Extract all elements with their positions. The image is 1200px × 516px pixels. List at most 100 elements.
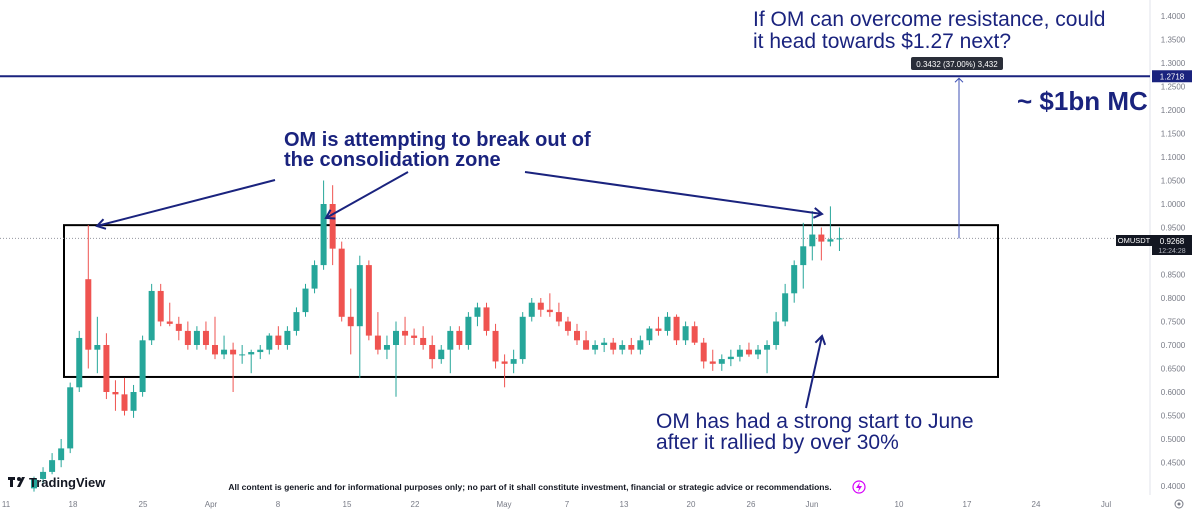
candle-body <box>483 307 490 331</box>
candle-body <box>166 321 173 324</box>
candle-body <box>682 326 689 341</box>
candle-body <box>40 471 47 479</box>
y-tick-label: 1.1500 <box>1161 130 1186 139</box>
x-tick-label: 13 <box>620 500 629 509</box>
candle-body <box>800 246 807 266</box>
candle-body <box>438 349 445 360</box>
y-tick-label: 0.4000 <box>1161 482 1186 491</box>
y-tick-label: 1.0500 <box>1161 177 1186 186</box>
y-tick-label: 1.1000 <box>1161 153 1186 162</box>
breakout-note-line-2: the consolidation zone <box>284 149 501 171</box>
candle-body <box>121 394 128 411</box>
candle-body <box>212 345 218 355</box>
x-tick-label: Apr <box>205 500 218 509</box>
candle-body <box>492 330 499 362</box>
candle-body <box>782 293 789 322</box>
x-tick-label: 26 <box>747 500 756 509</box>
candle-body <box>383 345 390 350</box>
y-tick-label: 0.5500 <box>1161 412 1186 421</box>
candle-body <box>465 316 472 345</box>
y-tick-label: 0.6000 <box>1161 388 1186 397</box>
target-price-label-bg <box>1152 70 1192 83</box>
y-tick-label: 0.8500 <box>1161 271 1186 280</box>
candle-body <box>474 307 481 317</box>
candle-body <box>809 234 816 247</box>
candle-body <box>76 337 83 388</box>
candle-body <box>700 342 707 362</box>
candle-body <box>311 265 318 289</box>
x-tick-label: 20 <box>687 500 696 509</box>
candle-body <box>338 248 345 317</box>
y-tick-label: 1.4000 <box>1161 12 1186 21</box>
candle-body <box>456 330 463 345</box>
june-note-line-2: after it rallied by over 30% <box>656 431 899 454</box>
candle-body <box>139 340 146 392</box>
y-tick-label: 0.7000 <box>1161 341 1186 350</box>
consolidation-zone <box>63 224 999 378</box>
candle-body <box>374 335 381 350</box>
candle-body <box>221 349 228 355</box>
tradingview-brand: TradingView <box>29 475 106 490</box>
candle-body <box>266 335 273 350</box>
target-price-label: 1.2718 <box>1160 72 1185 81</box>
x-tick-label: 22 <box>411 500 420 509</box>
candle-body <box>691 326 698 343</box>
last-price-label-bg <box>1152 235 1192 255</box>
x-tick-label: 25 <box>139 500 148 509</box>
candle-body <box>510 359 517 364</box>
y-tick-label: 0.9500 <box>1161 224 1186 233</box>
candle-body <box>58 448 65 461</box>
y-tick-label: 1.3000 <box>1161 59 1186 68</box>
x-tick-label: Jul <box>1101 500 1111 509</box>
candle-body <box>329 204 336 249</box>
x-tick-label: Jun <box>806 500 819 509</box>
candle-body <box>148 290 155 341</box>
top-question-line-1: If OM can overcome resistance, could <box>753 8 1105 31</box>
symbol-tag: OMUSDT <box>1118 236 1151 245</box>
disclaimer-text: All content is generic and for informati… <box>228 482 831 492</box>
candle-body <box>275 335 282 345</box>
candle-body <box>157 290 164 322</box>
candle-body <box>628 345 635 350</box>
candle-body <box>94 345 101 350</box>
x-tick-label: 17 <box>963 500 972 509</box>
candle-body <box>791 265 798 294</box>
arrow-to-left-high <box>95 179 276 230</box>
candle-body <box>755 349 761 355</box>
y-tick-label: 0.7500 <box>1161 318 1186 327</box>
candle-body <box>103 345 110 392</box>
candle-body <box>130 392 137 411</box>
candle-body <box>239 354 246 356</box>
candle-body <box>555 312 562 322</box>
candle-body <box>727 356 734 360</box>
measure-tooltip-bg <box>911 57 1003 70</box>
candle-body <box>31 478 37 489</box>
candle-body <box>284 330 291 345</box>
candle-body <box>610 342 617 350</box>
candle-body <box>827 239 834 242</box>
lightning-icon <box>852 480 866 494</box>
x-tick-label: 8 <box>276 500 281 509</box>
candle-body <box>365 265 372 336</box>
candle-body <box>257 349 264 353</box>
candle-body <box>230 349 237 355</box>
candle-body <box>112 392 119 395</box>
candle-body <box>67 387 74 449</box>
candles-group <box>31 180 843 492</box>
x-tick-label: May <box>496 500 511 509</box>
candle-body <box>501 361 508 364</box>
candle-body <box>320 204 327 266</box>
candle-body <box>293 312 300 331</box>
candle-body <box>537 302 544 310</box>
tradingview-logo <box>8 477 25 487</box>
candle-body <box>564 321 571 331</box>
arrow-to-june-high <box>524 171 824 219</box>
settings-gear-icon[interactable] <box>1174 499 1184 509</box>
candle-body <box>637 340 644 350</box>
candle-body <box>592 345 599 350</box>
candle-body <box>773 321 780 345</box>
x-tick-label: 18 <box>69 500 78 509</box>
candle-body <box>519 316 526 360</box>
